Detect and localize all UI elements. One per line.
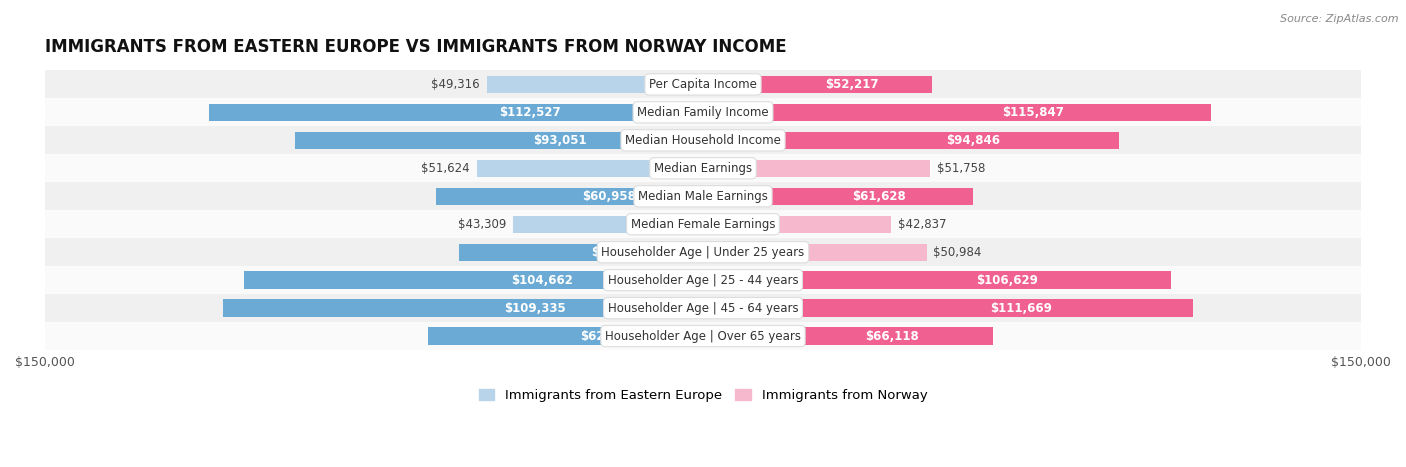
Bar <box>703 104 1211 121</box>
Text: $51,624: $51,624 <box>422 162 470 175</box>
Text: $61,628: $61,628 <box>852 190 905 203</box>
Text: Source: ZipAtlas.com: Source: ZipAtlas.com <box>1281 14 1399 24</box>
Text: Median Family Income: Median Family Income <box>637 106 769 119</box>
Bar <box>45 322 1361 350</box>
Bar <box>427 327 703 345</box>
Bar <box>703 271 1171 289</box>
Bar <box>45 182 1361 210</box>
Bar <box>45 210 1361 238</box>
Bar <box>295 132 703 149</box>
Bar <box>45 71 1361 99</box>
Bar <box>477 160 703 177</box>
Text: Median Female Earnings: Median Female Earnings <box>631 218 775 231</box>
Bar <box>703 327 993 345</box>
Text: $104,662: $104,662 <box>512 274 574 287</box>
Bar <box>45 127 1361 154</box>
Bar <box>703 188 973 205</box>
Bar <box>703 132 1119 149</box>
Text: IMMIGRANTS FROM EASTERN EUROPE VS IMMIGRANTS FROM NORWAY INCOME: IMMIGRANTS FROM EASTERN EUROPE VS IMMIGR… <box>45 38 786 57</box>
Bar <box>703 216 891 233</box>
Text: $109,335: $109,335 <box>505 302 567 315</box>
Bar <box>45 99 1361 127</box>
Text: Householder Age | 45 - 64 years: Householder Age | 45 - 64 years <box>607 302 799 315</box>
Bar <box>486 76 703 93</box>
Text: $115,847: $115,847 <box>1002 106 1064 119</box>
Text: Householder Age | Over 65 years: Householder Age | Over 65 years <box>605 330 801 343</box>
Bar <box>45 154 1361 182</box>
Bar <box>436 188 703 205</box>
Text: $111,669: $111,669 <box>990 302 1052 315</box>
Bar <box>703 160 929 177</box>
Text: $42,837: $42,837 <box>897 218 946 231</box>
Text: $43,309: $43,309 <box>458 218 506 231</box>
Bar <box>209 104 703 121</box>
Bar <box>460 243 703 261</box>
Bar <box>45 266 1361 294</box>
Text: $50,984: $50,984 <box>934 246 981 259</box>
Text: $66,118: $66,118 <box>865 330 918 343</box>
Text: Householder Age | Under 25 years: Householder Age | Under 25 years <box>602 246 804 259</box>
Text: $51,758: $51,758 <box>936 162 986 175</box>
Bar <box>45 238 1361 266</box>
Text: $112,527: $112,527 <box>499 106 561 119</box>
Text: $106,629: $106,629 <box>976 274 1038 287</box>
Text: Median Household Income: Median Household Income <box>626 134 780 147</box>
Bar <box>703 243 927 261</box>
Bar <box>243 271 703 289</box>
Text: $62,693: $62,693 <box>579 330 634 343</box>
Text: $94,846: $94,846 <box>946 134 1001 147</box>
Text: Median Male Earnings: Median Male Earnings <box>638 190 768 203</box>
Legend: Immigrants from Eastern Europe, Immigrants from Norway: Immigrants from Eastern Europe, Immigran… <box>474 383 932 407</box>
Text: $55,572: $55,572 <box>591 246 644 259</box>
Text: $52,217: $52,217 <box>825 78 879 91</box>
Text: $49,316: $49,316 <box>432 78 479 91</box>
Text: Median Earnings: Median Earnings <box>654 162 752 175</box>
Text: Householder Age | 25 - 44 years: Householder Age | 25 - 44 years <box>607 274 799 287</box>
Bar <box>703 76 932 93</box>
Text: $93,051: $93,051 <box>533 134 586 147</box>
Bar <box>45 294 1361 322</box>
Text: $60,958: $60,958 <box>582 190 637 203</box>
Bar <box>513 216 703 233</box>
Text: Per Capita Income: Per Capita Income <box>650 78 756 91</box>
Bar <box>703 299 1192 317</box>
Bar <box>224 299 703 317</box>
